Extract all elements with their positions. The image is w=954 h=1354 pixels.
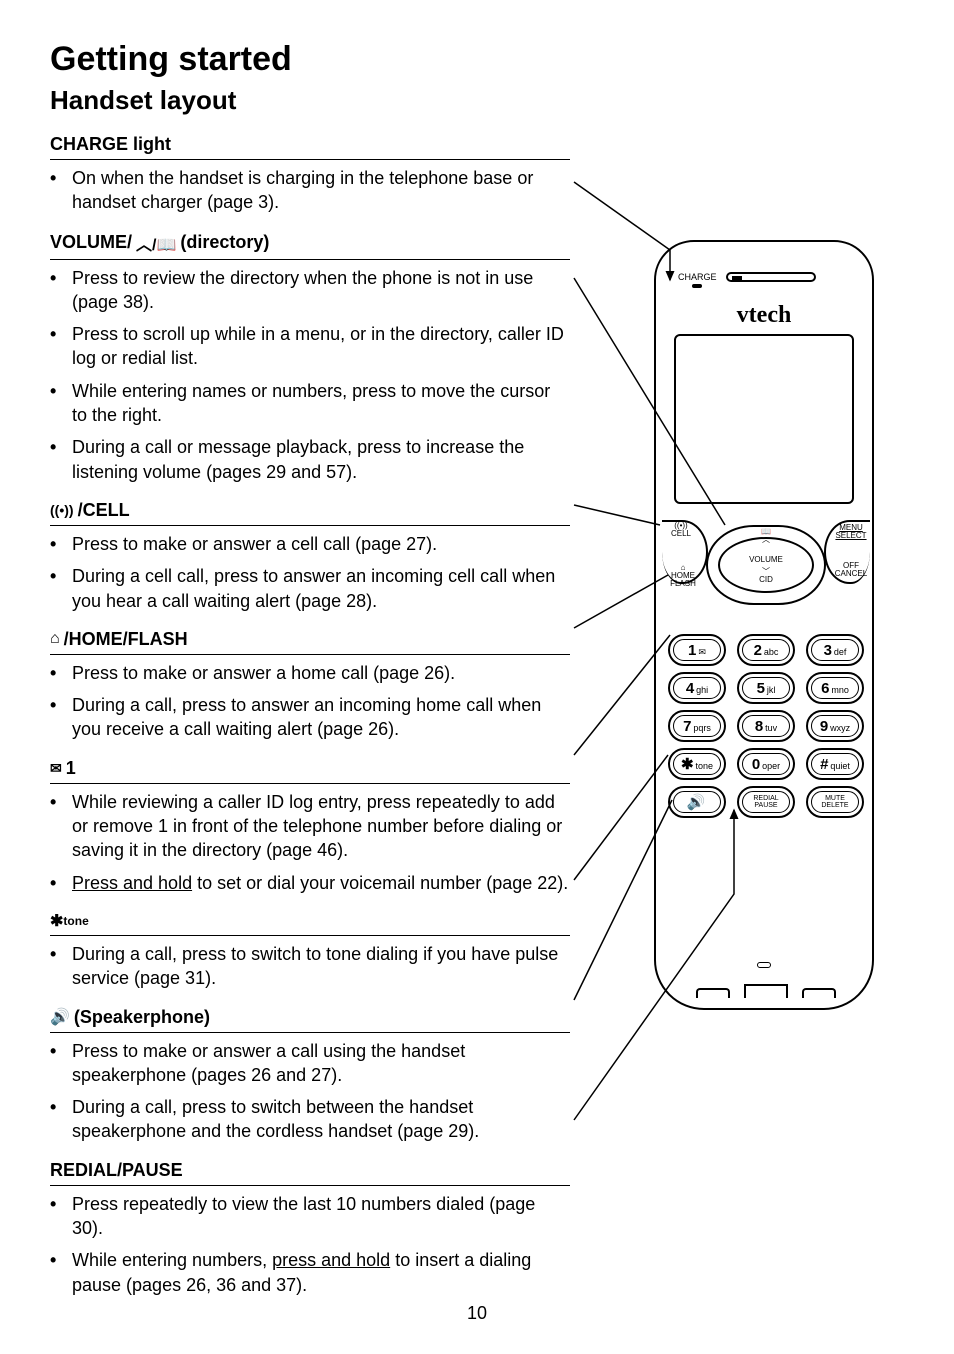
nav-down-icon: ﹀CID [752, 568, 780, 584]
menu-select-label: MENUSELECT [834, 524, 868, 540]
list-item: •Press to scroll up while in a menu, or … [50, 322, 570, 371]
display-screen [674, 334, 854, 504]
key-9: 9wxyz [806, 710, 864, 742]
cell-label: ((•))CELL [666, 522, 696, 538]
section-head-volume: VOLUME/︿/📖 (directory) [50, 231, 570, 255]
charge-light: CHARGE [678, 272, 717, 288]
key-MUTE-DELETE: MUTEDELETE [806, 786, 864, 818]
key-8: 8tuv [737, 710, 795, 742]
list-item: •Press and hold to set or dial your voic… [50, 871, 570, 895]
section-list-speaker: •Press to make or answer a call using th… [50, 1039, 570, 1144]
list-item: •During a call, press to switch to tone … [50, 942, 570, 991]
list-item: •Press to make or answer a cell call (pa… [50, 532, 570, 556]
key-7: 7pqrs [668, 710, 726, 742]
charge-contacts [696, 980, 836, 998]
key-0: 0oper [737, 748, 795, 780]
section-list-volume: •Press to review the directory when the … [50, 266, 570, 484]
handset-figure: CHARGE vtech 📖︿ VOLUME ﹀CID ((•))CELL ⌂H… [634, 220, 894, 1120]
list-item: •Press repeatedly to view the last 10 nu… [50, 1192, 570, 1241]
list-item: •On when the handset is charging in the … [50, 166, 570, 215]
keypad: 1✉ 2abc 3def 4ghi 5jkl 6mno 7pqrs 8tuv 9wxyz ✱ton… [668, 634, 864, 824]
section-list-cell: •Press to make or answer a cell call (pa… [50, 532, 570, 613]
page-number: 10 [0, 1303, 954, 1324]
section-head-charge: CHARGE light [50, 134, 570, 155]
list-item: •During a call, press to switch between … [50, 1095, 570, 1144]
section-list-one: •While reviewing a caller ID log entry, … [50, 790, 570, 895]
microphone [757, 962, 771, 968]
section-head-cell: ((•))/CELL [50, 500, 570, 521]
key-3: 3def [806, 634, 864, 666]
key-6: 6mno [806, 672, 864, 704]
section-head-tone: ✱tone [50, 911, 570, 931]
section-list-charge: •On when the handset is charging in the … [50, 166, 570, 215]
key-1: 1✉ [668, 634, 726, 666]
section-head-home: ⌂/HOME/FLASH [50, 629, 570, 650]
key-✱: ✱tone [668, 748, 726, 780]
earpiece [726, 272, 816, 282]
list-item: •Press to make or answer a call using th… [50, 1039, 570, 1088]
descriptions-column: CHARGE light •On when the handset is char… [50, 134, 570, 1297]
off-cancel-label: OFFCANCEL [834, 562, 868, 578]
key-REDIAL-PAUSE: REDIALPAUSE [737, 786, 795, 818]
nav-cluster: 📖︿ VOLUME ﹀CID ((•))CELL ⌂HOMEFLASH MENU… [656, 520, 876, 620]
section-head-redial: REDIAL/PAUSE [50, 1160, 570, 1181]
list-item: •During a call or message playback, pres… [50, 435, 570, 484]
volume-label: VOLUME [748, 556, 784, 564]
nav-up-icon: 📖︿ [752, 528, 780, 544]
list-item: •While entering numbers, press and hold … [50, 1248, 570, 1297]
section-head-one: ✉1 [50, 758, 570, 779]
list-item: •While entering names or numbers, press … [50, 379, 570, 428]
list-item: •During a call, press to answer an incom… [50, 693, 570, 742]
key-#: #quiet [806, 748, 864, 780]
key-2: 2abc [737, 634, 795, 666]
key-🔊: 🔊 [668, 786, 726, 818]
list-item: •While reviewing a caller ID log entry, … [50, 790, 570, 863]
home-flash-label: ⌂HOMEFLASH [666, 564, 700, 588]
section-list-redial: •Press repeatedly to view the last 10 nu… [50, 1192, 570, 1297]
section-head-speaker: 🔊 (Speakerphone) [50, 1007, 570, 1028]
section-list-tone: •During a call, press to switch to tone … [50, 942, 570, 991]
list-item: •During a cell call, press to answer an … [50, 564, 570, 613]
brand-logo: vtech [656, 302, 872, 329]
page-subtitle: Handset layout [50, 85, 904, 116]
key-4: 4ghi [668, 672, 726, 704]
page-title: Getting started [50, 40, 904, 79]
handset-body: CHARGE vtech 📖︿ VOLUME ﹀CID ((•))CELL ⌂H… [654, 240, 874, 1010]
section-list-home: •Press to make or answer a home call (pa… [50, 661, 570, 742]
list-item: •Press to review the directory when the … [50, 266, 570, 315]
list-item: •Press to make or answer a home call (pa… [50, 661, 570, 685]
key-5: 5jkl [737, 672, 795, 704]
